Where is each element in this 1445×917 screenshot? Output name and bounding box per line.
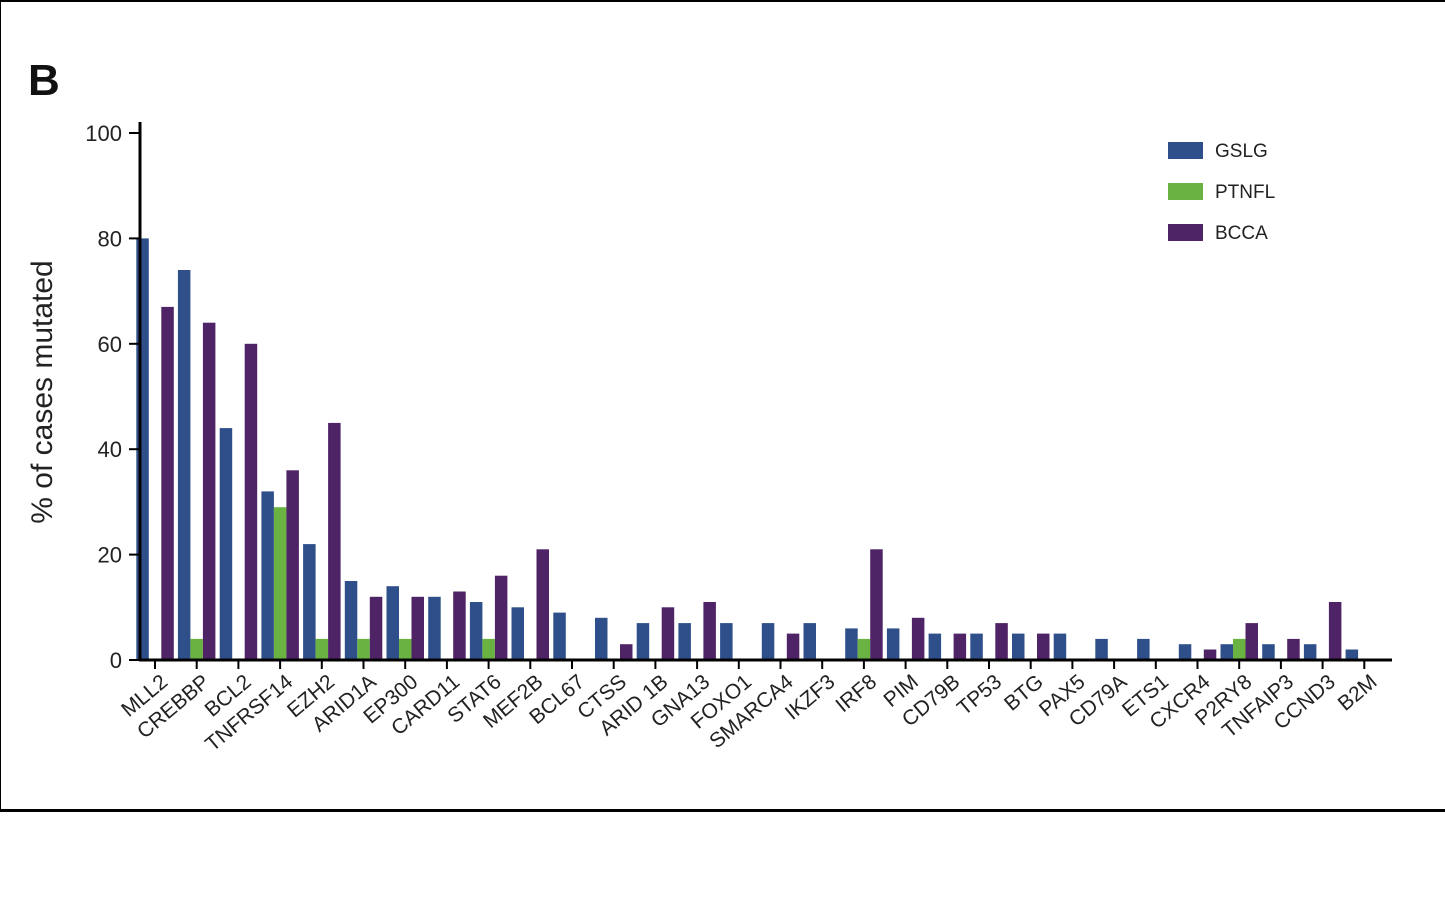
bar-gslg-irf8 <box>845 628 858 660</box>
legend-label-ptnfl: PTNFL <box>1215 182 1275 203</box>
bar-bcca-gna13 <box>703 602 716 660</box>
bar-gslg-cxcr4 <box>1178 644 1192 660</box>
legend-label-bcca: BCCA <box>1215 223 1268 244</box>
bar-gslg-ctss <box>595 617 608 660</box>
bar-gslg-mef2b <box>511 607 524 660</box>
bar-gslg-p2ry8 <box>1220 644 1233 660</box>
bar-gslg-arid1a <box>344 581 358 660</box>
bar-ptnfl-irf8 <box>857 638 871 660</box>
bar-gslg-tnfrsf14 <box>261 491 274 660</box>
bar-gslg-cd79b <box>928 633 942 660</box>
bar-bcca-p2ry8 <box>1245 623 1258 660</box>
bar-gslg-pax5 <box>1053 633 1067 660</box>
category-label-b2m: B2M <box>1334 670 1382 715</box>
bar-bcca-arid-1b <box>661 607 675 660</box>
bar-bcca-cxcr4 <box>1203 649 1217 660</box>
bar-bcca-ezh2 <box>328 422 341 660</box>
bar-gslg-btg <box>1012 633 1025 660</box>
bar-gslg-card11 <box>428 596 441 660</box>
bar-bcca-ccnd3 <box>1328 602 1342 660</box>
panel-label: B <box>28 56 60 105</box>
axes-layer <box>129 122 1392 669</box>
bar-ptnfl-stat6 <box>482 638 495 660</box>
bar-ptnfl-ezh2 <box>315 638 329 660</box>
bar-ptnfl-ep300 <box>399 638 412 660</box>
bar-bcca-irf8 <box>870 549 883 660</box>
y-tick-label-0: 0 <box>110 648 122 673</box>
bar-gslg-pim <box>886 628 900 660</box>
bar-ptnfl-crebbp <box>190 638 203 660</box>
y-axis-title: % of cases mutated <box>26 260 59 523</box>
bar-bcca-tnfrsf14 <box>286 470 299 660</box>
bar-ptnfl-arid1a <box>357 638 370 660</box>
bar-gslg-tp53 <box>970 633 983 660</box>
bar-bcca-ep300 <box>411 596 424 660</box>
bars-layer <box>136 238 1359 660</box>
bar-gslg-gna13 <box>678 623 691 660</box>
bar-gslg-ezh2 <box>303 544 316 660</box>
bar-bcca-arid1a <box>369 596 383 660</box>
bar-bcca-cd79b <box>953 633 967 660</box>
bar-gslg-bcl2 <box>219 428 233 660</box>
bar-bcca-bcl2 <box>244 343 258 660</box>
y-tick-label-100: 100 <box>85 121 122 146</box>
legend-label-gslg: GSLG <box>1215 141 1268 162</box>
legend-swatch-bcca <box>1168 224 1203 241</box>
bar-gslg-ikzf3 <box>803 623 816 660</box>
bar-gslg-ccnd3 <box>1303 644 1317 660</box>
bar-gslg-stat6 <box>469 602 483 660</box>
y-tick-label-20: 20 <box>98 543 122 568</box>
y-tick-label-80: 80 <box>98 226 122 251</box>
bar-gslg-bcl67 <box>553 612 566 660</box>
category-label-irf8: IRF8 <box>831 670 881 717</box>
bar-gslg-ets1 <box>1137 638 1150 660</box>
bar-gslg-foxo1 <box>720 623 733 660</box>
bar-bcca-mll2 <box>161 306 174 660</box>
bar-bcca-pim <box>911 617 925 660</box>
bar-bcca-tnfaip3 <box>1287 638 1300 660</box>
legend-swatch-gslg <box>1168 142 1203 159</box>
y-tick-label-60: 60 <box>98 332 122 357</box>
bar-bcca-smarca4 <box>786 633 800 660</box>
bar-bcca-tp53 <box>995 623 1008 660</box>
bar-gslg-ep300 <box>386 586 399 660</box>
bar-bcca-card11 <box>453 591 466 660</box>
bar-bcca-crebbp <box>202 322 216 660</box>
bar-bcca-btg <box>1037 633 1050 660</box>
legend: GSLG PTNFL BCCA <box>1168 141 1275 244</box>
bar-gslg-arid-1b <box>636 623 650 660</box>
legend-swatch-ptnfl <box>1168 183 1203 200</box>
bar-gslg-tnfaip3 <box>1262 644 1275 660</box>
category-label-tp53: TP53 <box>953 670 1006 720</box>
bar-bcca-mef2b <box>536 549 549 660</box>
bar-gslg-crebbp <box>177 270 191 660</box>
bar-ptnfl-tnfrsf14 <box>273 507 287 660</box>
bar-bcca-ctss <box>620 644 633 660</box>
bar-gslg-smarca4 <box>761 623 775 660</box>
y-tick-label-40: 40 <box>98 437 122 462</box>
bar-gslg-cd79a <box>1095 638 1108 660</box>
bar-bcca-stat6 <box>494 575 508 660</box>
figure-frame <box>0 0 1445 812</box>
bar-ptnfl-p2ry8 <box>1233 638 1246 660</box>
bar-gslg-b2m <box>1345 649 1359 660</box>
